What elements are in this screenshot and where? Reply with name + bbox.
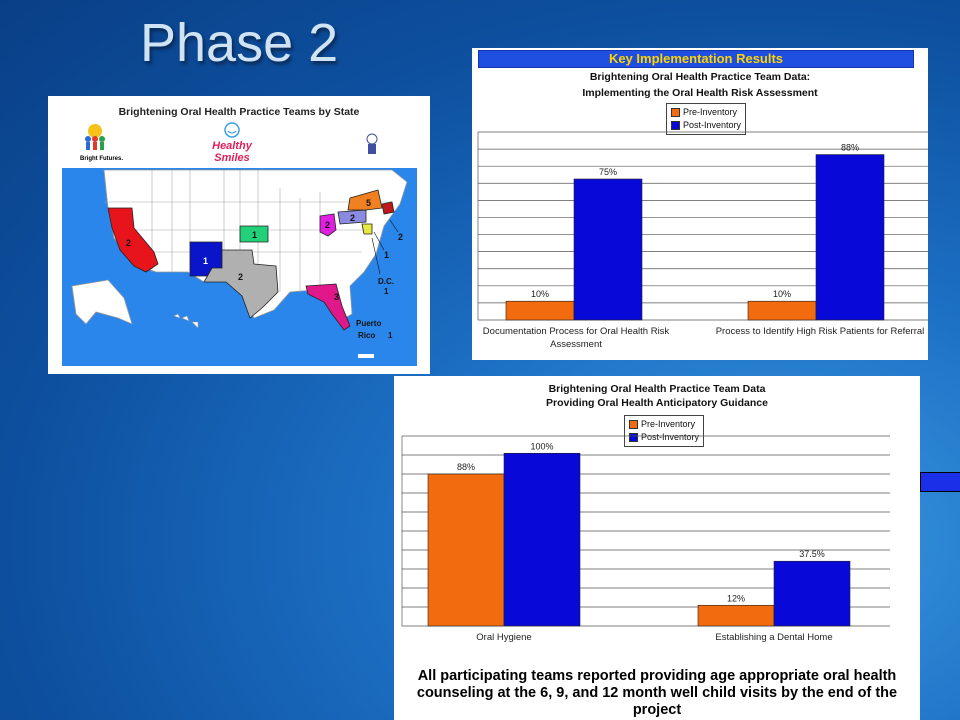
healthy-smiles-logo: Healthy Smiles <box>194 122 270 164</box>
state-florida <box>305 283 351 331</box>
data-label-pre-1: 10% <box>773 289 791 299</box>
chart1-panel: Key Implementation Results Brightening O… <box>472 48 928 360</box>
us-map: 2 1 2 1 2 2 5 3 2 1 D.C. 1 Puerto Rico 1 <box>62 168 417 366</box>
small-logo <box>360 132 384 163</box>
map-title: Brightening Oral Health Practice Teams b… <box>118 106 360 118</box>
state-new-york <box>347 189 383 211</box>
smiley-icon <box>224 122 240 138</box>
count-texas: 2 <box>238 272 243 282</box>
callout-lines <box>371 219 399 275</box>
count-california: 2 <box>126 238 131 248</box>
alaska <box>71 279 133 325</box>
state-texas <box>203 249 279 319</box>
state-california <box>107 207 159 273</box>
bar-pre-1 <box>747 300 817 321</box>
dc-count: 1 <box>384 287 389 296</box>
map-panel: Brightening Oral Health Practice Teams b… <box>48 96 430 374</box>
chart2-legend: Pre-Inventory Post-Inventory <box>624 415 705 447</box>
chart2-legend-pre-label: Pre-Inventory <box>641 419 696 429</box>
chart2-title-line1: Brightening Oral Health Practice Team Da… <box>548 383 766 395</box>
legend-swatch-post <box>629 433 638 443</box>
bar-post-0 <box>503 452 581 627</box>
state-kansas <box>239 225 269 243</box>
bar-pre-1 <box>697 604 775 627</box>
legend-swatch-pre <box>629 420 638 430</box>
bar-pre-0 <box>505 300 575 321</box>
data-label-post-1: 88% <box>841 143 859 153</box>
data-label-post-0: 100% <box>530 441 553 451</box>
hawaii <box>173 313 199 329</box>
count-virginia: 1 <box>384 250 389 260</box>
pr-count: 1 <box>388 331 393 340</box>
slide-title: Phase 2 <box>140 13 339 73</box>
bright-futures-logo: Bright Futures. <box>80 122 123 163</box>
state-ohio <box>319 213 337 237</box>
data-label-pre-0: 10% <box>531 289 549 299</box>
bright-futures-text: Bright Futures. <box>80 156 123 162</box>
chart1-title-line2: Implementing the Oral Health Risk Assess… <box>582 87 818 99</box>
chart1-plot: 10% 75% Documentation Process for Oral Hea… <box>477 131 928 350</box>
count-ohio: 2 <box>325 220 330 230</box>
category-label-1: Establishing a Dental Home <box>715 632 832 643</box>
chart1-legend-pre-label: Pre-Inventory <box>683 107 738 117</box>
count-new-york: 5 <box>366 198 371 208</box>
category-label-0: Assessment <box>550 339 602 350</box>
chart2-legend-pre: Pre-Inventory <box>629 418 699 431</box>
chart2-footnote: All participating teams reported providi… <box>416 668 898 718</box>
bar-post-1 <box>773 560 851 627</box>
pr-label2: Rico <box>358 331 375 340</box>
count-kansas: 1 <box>252 230 257 240</box>
chart2-panel: Brightening Oral Health Practice Team Da… <box>394 376 920 720</box>
legend-swatch-pre <box>671 108 680 118</box>
chart1-legend: Pre-Inventory Post-Inventory <box>666 103 747 135</box>
mascot-icon <box>366 133 378 154</box>
bar-post-0 <box>573 178 643 321</box>
key-results-banner: Key Implementation Results <box>478 50 914 68</box>
chart1-legend-pre: Pre-Inventory <box>671 106 741 119</box>
count-florida: 3 <box>334 292 339 302</box>
state-virginia <box>361 223 373 235</box>
state-northeast <box>381 201 395 215</box>
bar-post-1 <box>815 154 885 321</box>
chart1-title-line1: Brightening Oral Health Practice Team Da… <box>589 71 811 83</box>
count-northeast: 2 <box>398 232 403 242</box>
count-new-mexico: 1 <box>203 256 208 266</box>
dc-label: D.C. <box>378 277 394 286</box>
data-label-pre-1: 12% <box>727 593 745 603</box>
category-label-0: Documentation Process for Oral Health Ri… <box>483 326 670 337</box>
bright-futures-icon <box>85 124 105 150</box>
pr-label: Puerto <box>356 319 381 328</box>
chart1-legend-post-label: Post-Inventory <box>683 120 742 130</box>
puerto-rico-shape <box>358 354 374 358</box>
chart2-title-line2: Providing Oral Health Anticipatory Guida… <box>546 397 768 409</box>
offscreen-blue-block <box>920 472 960 492</box>
state-pennsylvania <box>337 209 367 225</box>
legend-swatch-post <box>671 121 680 131</box>
chart1-legend-post: Post-Inventory <box>671 119 741 132</box>
us-landmass <box>103 169 408 319</box>
bar-pre-0 <box>427 473 505 627</box>
category-label-1: Process to Identify High Risk Patients f… <box>716 326 925 337</box>
healthy-smiles-text: Healthy Smiles <box>212 140 252 164</box>
data-label-post-0: 75% <box>599 167 617 177</box>
data-label-post-1: 37.5% <box>799 549 825 559</box>
chart2-legend-post: Post-Inventory <box>629 431 699 444</box>
offscreen-fragment <box>920 380 960 540</box>
chart2-legend-post-label: Post-Inventory <box>641 432 700 442</box>
chart2-plot: 88% 100% Oral Hygiene 12% 37.5% Establishing … <box>401 435 890 643</box>
category-label-0: Oral Hygiene <box>476 632 531 643</box>
count-pennsylvania: 2 <box>350 213 355 223</box>
data-label-pre-0: 88% <box>457 462 475 472</box>
